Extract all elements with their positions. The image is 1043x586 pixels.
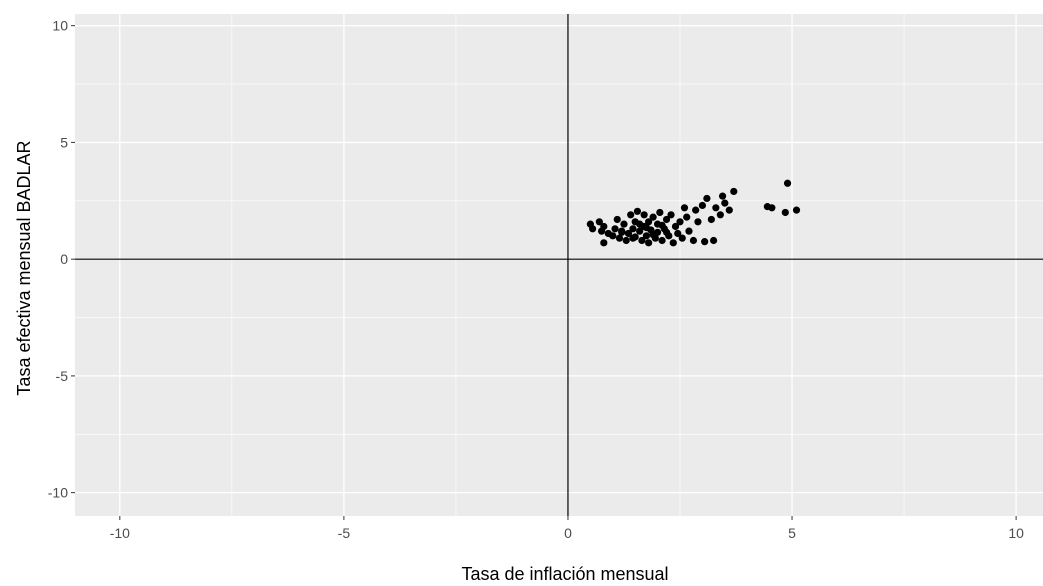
x-tick-label: 5	[788, 525, 796, 541]
data-point	[645, 239, 653, 247]
reference-lines	[75, 14, 1043, 516]
data-point	[671, 222, 680, 231]
data-point	[649, 231, 657, 239]
data-point	[685, 227, 693, 235]
data-point	[645, 218, 653, 226]
data-point	[618, 228, 626, 236]
x-axis-title: Tasa de inflación mensual	[461, 564, 668, 584]
data-point	[730, 187, 738, 196]
y-axis-ticks: -10 -5 0 5 10	[48, 18, 75, 501]
plot-panel	[75, 14, 1043, 516]
data-point	[595, 218, 603, 226]
data-point	[642, 232, 650, 240]
data-point	[662, 228, 671, 236]
data-point	[701, 238, 709, 246]
data-point	[683, 213, 691, 221]
data-point	[721, 199, 729, 207]
data-point	[698, 201, 707, 210]
data-point	[783, 179, 792, 187]
data-point	[768, 204, 776, 212]
data-point	[600, 239, 608, 247]
data-point	[716, 211, 724, 219]
grid-lines	[75, 14, 1043, 516]
data-point	[629, 225, 637, 233]
data-point	[710, 236, 718, 245]
x-tick-label: -5	[338, 525, 351, 541]
data-point	[718, 192, 727, 200]
data-point	[615, 234, 624, 242]
data-point	[613, 215, 621, 224]
y-tick-label: 10	[52, 18, 68, 34]
data-point	[678, 234, 686, 242]
x-tick-label: -10	[110, 525, 130, 541]
y-axis-title: Tasa efectiva mensual BADLAR	[14, 140, 34, 395]
data-point	[589, 225, 597, 233]
data-point	[600, 222, 608, 231]
data-point	[658, 236, 666, 245]
y-tick-label: -5	[56, 368, 69, 384]
data-points	[586, 179, 801, 247]
data-point	[636, 220, 644, 228]
data-point	[781, 208, 789, 217]
data-point	[703, 194, 711, 203]
y-tick-label: 5	[60, 134, 68, 150]
data-point	[692, 206, 700, 214]
data-point	[662, 215, 671, 224]
data-point	[707, 215, 715, 224]
data-point	[669, 239, 677, 247]
data-point	[680, 204, 689, 212]
data-point	[609, 232, 617, 240]
data-point	[725, 206, 733, 214]
data-point	[689, 236, 698, 245]
data-point	[712, 204, 720, 212]
data-point	[638, 236, 646, 245]
data-point	[627, 211, 635, 219]
y-tick-label: 0	[60, 251, 68, 267]
data-point	[636, 227, 644, 235]
data-point	[620, 220, 628, 228]
data-point	[622, 236, 630, 245]
x-tick-label: 0	[564, 525, 572, 541]
data-point	[656, 208, 664, 217]
data-point	[674, 229, 682, 238]
data-point	[624, 229, 633, 238]
y-tick-label: -10	[48, 485, 68, 501]
data-point	[658, 221, 666, 229]
data-point	[694, 218, 702, 226]
x-axis-ticks: -10 -5 0 5 10	[110, 516, 1024, 541]
data-point	[649, 213, 657, 221]
data-point	[633, 207, 642, 215]
x-tick-label: 10	[1008, 525, 1024, 541]
data-point	[676, 218, 684, 226]
data-point	[642, 224, 650, 232]
data-point	[792, 206, 801, 214]
data-point	[629, 234, 637, 242]
data-point	[611, 225, 619, 233]
data-point	[667, 211, 675, 219]
data-point	[640, 211, 648, 219]
